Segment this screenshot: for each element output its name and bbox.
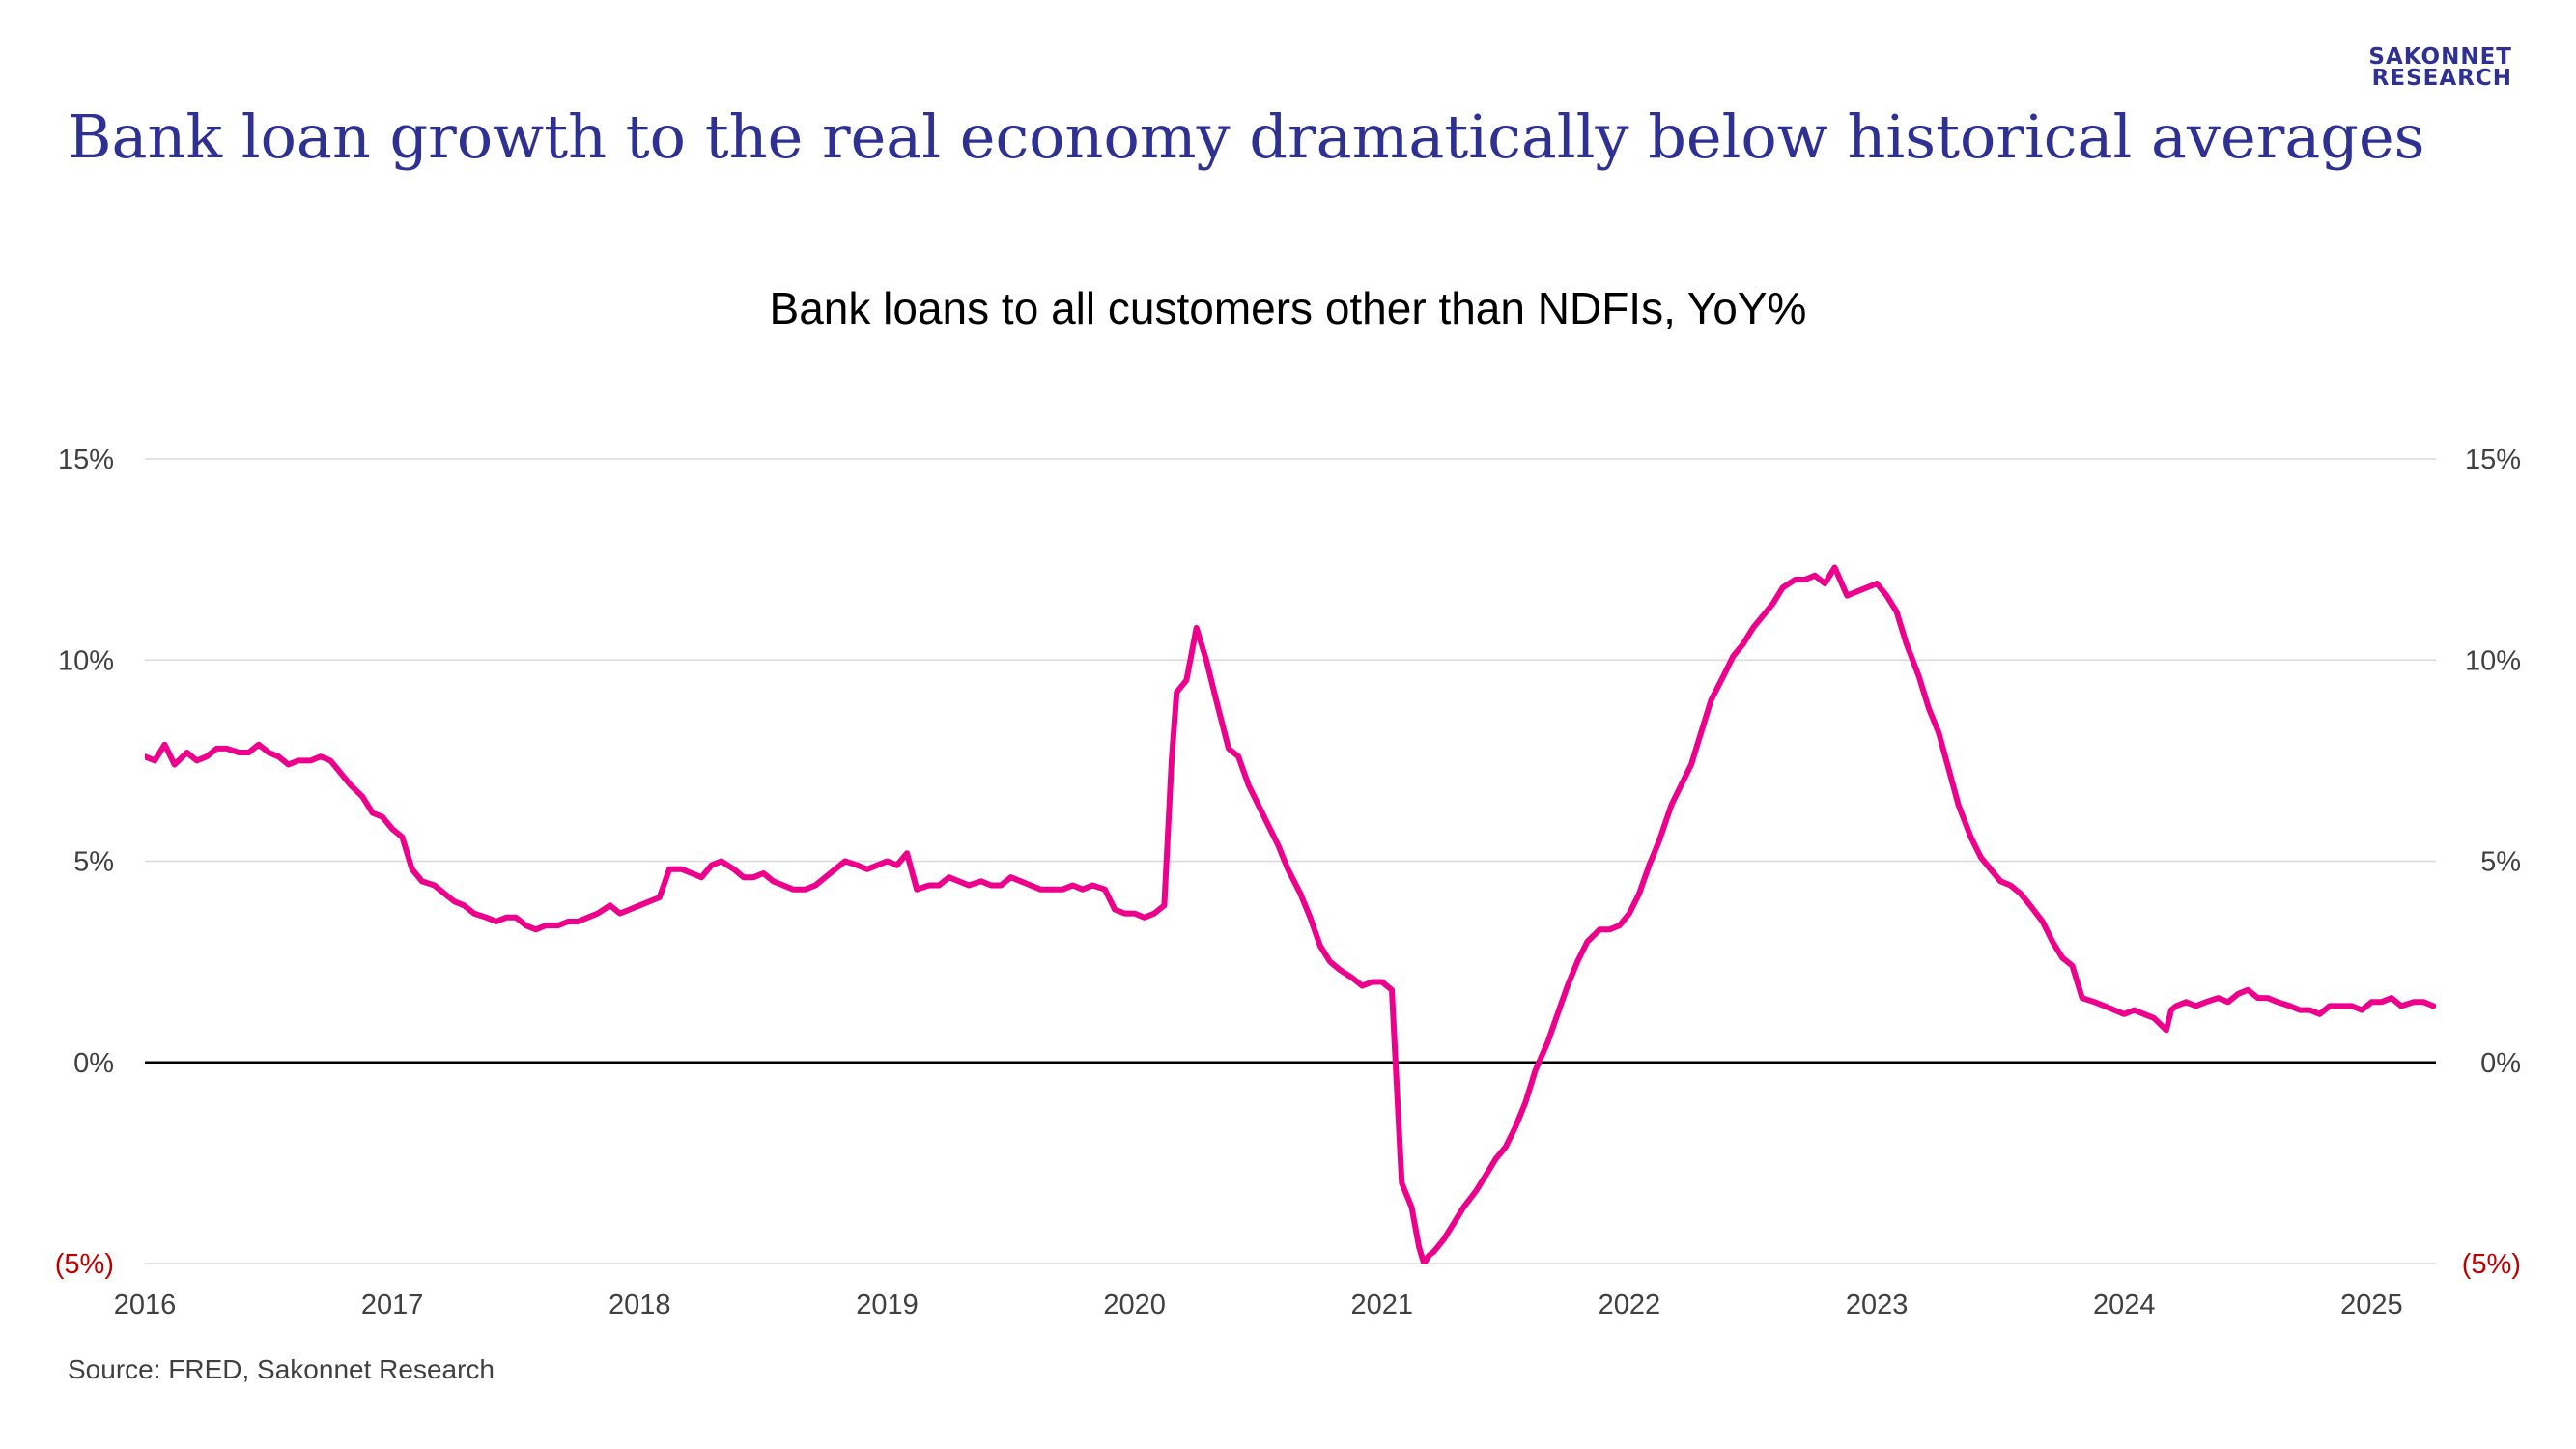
y-tick-label-left: 15% — [58, 444, 114, 475]
y-tick-label-right: (5%) — [2462, 1249, 2521, 1280]
y-tick-label-left: 5% — [73, 847, 114, 878]
y-tick-label-right: 0% — [2480, 1048, 2521, 1079]
chart-title: Bank loans to all customers other than N… — [769, 283, 1807, 333]
y-axis-right: 15% 10% 5% 0% (5%) — [2462, 444, 2521, 1280]
y-tick-label-left: 0% — [73, 1048, 114, 1079]
x-axis: 2016 2017 2018 2019 2020 2021 2022 2023 2024 2025 — [114, 1290, 2403, 1321]
x-tick-label: 2018 — [609, 1290, 671, 1321]
y-tick-label-left: 10% — [58, 645, 114, 676]
brand-logo-line1: SAKONNET — [2368, 44, 2512, 70]
source-note: Source: FRED, Sakonnet Research — [68, 1354, 495, 1384]
y-tick-label-right: 5% — [2480, 847, 2521, 878]
x-tick-label: 2023 — [1846, 1290, 1909, 1321]
brand-logo-line2: RESEARCH — [2371, 66, 2512, 91]
y-tick-label-left: (5%) — [55, 1249, 114, 1280]
gridlines — [145, 458, 2436, 1264]
x-tick-label: 2024 — [2093, 1290, 2156, 1321]
slide-title: Bank loan growth to the real economy dra… — [68, 101, 2425, 172]
x-tick-label: 2020 — [1103, 1290, 1166, 1321]
y-tick-label-right: 15% — [2465, 444, 2521, 475]
x-tick-label: 2021 — [1351, 1290, 1414, 1321]
x-tick-label: 2022 — [1599, 1290, 1661, 1321]
brand-logo: SAKONNET RESEARCH — [2368, 44, 2512, 91]
x-tick-label: 2017 — [361, 1290, 424, 1321]
x-tick-label: 2025 — [2340, 1290, 2403, 1321]
series-line-0 — [145, 564, 2436, 1264]
x-tick-label: 2019 — [856, 1290, 919, 1321]
y-axis-left: 15% 10% 5% 0% (5%) — [55, 444, 114, 1280]
series-layer — [145, 564, 2436, 1264]
y-tick-label-right: 10% — [2465, 645, 2521, 676]
x-tick-label: 2016 — [114, 1290, 177, 1321]
